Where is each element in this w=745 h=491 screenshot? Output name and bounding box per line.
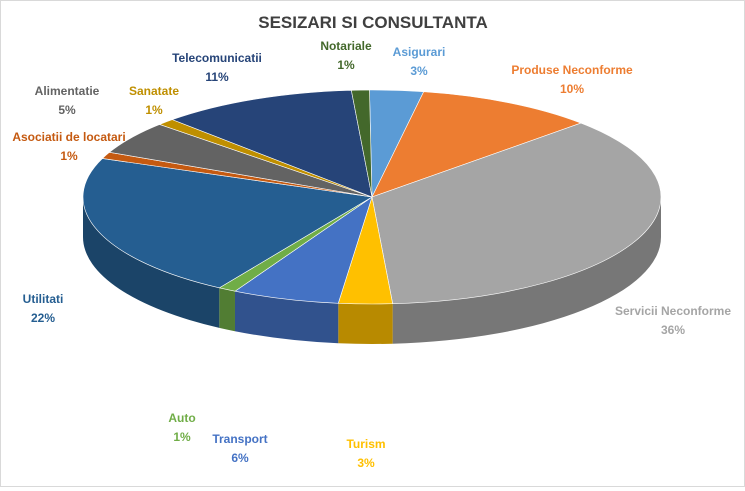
pie-sides <box>83 197 661 344</box>
slice-label-11: Notariale <box>320 39 372 53</box>
pie-slice-2 <box>371 122 662 305</box>
slice-label-2: Servicii Neconforme <box>615 304 731 318</box>
slice-side-6 <box>83 197 220 328</box>
slice-side-5 <box>219 287 235 332</box>
slice-label-4: Transport <box>212 432 267 446</box>
slice-value-8: 5% <box>58 103 76 117</box>
slice-value-6: 22% <box>31 311 55 325</box>
slice-value-10: 11% <box>205 70 229 84</box>
slice-labels: Asigurari 3% Produse Neconforme 10% Servicii… <box>12 39 731 470</box>
slice-value-9: 1% <box>145 103 163 117</box>
slice-label-6: Utilitati <box>23 292 64 306</box>
slice-label-9: Sanatate <box>129 84 179 98</box>
slice-side-4 <box>234 291 339 344</box>
chart-title: SESIZARI SI CONSULTANTA <box>258 13 488 32</box>
slice-label-0: Asigurari <box>393 45 446 59</box>
slice-label-1: Produse Neconforme <box>511 63 633 77</box>
slice-value-0: 3% <box>410 64 428 78</box>
slice-value-1: 10% <box>560 82 584 96</box>
slice-value-5: 1% <box>173 430 191 444</box>
slice-label-5: Auto <box>168 411 195 425</box>
slice-value-7: 1% <box>60 149 78 163</box>
slice-value-4: 6% <box>231 451 249 465</box>
slice-label-10: Telecomunicatii <box>172 51 262 65</box>
pie-tops <box>82 89 662 305</box>
pie-slice-6 <box>82 158 373 289</box>
slice-side-2 <box>392 197 661 344</box>
slice-label-7: Asociatii de locatari <box>12 130 125 144</box>
slice-side-3 <box>338 303 393 344</box>
pie-slice-1 <box>371 91 582 198</box>
pie-slice-10 <box>171 89 373 198</box>
pie-slice-11 <box>350 89 373 198</box>
slice-label-8: Alimentatie <box>35 84 100 98</box>
slice-value-3: 3% <box>357 456 375 470</box>
slice-label-3: Turism <box>346 437 385 451</box>
slice-value-2: 36% <box>661 323 685 337</box>
slice-value-11: 1% <box>337 58 355 72</box>
